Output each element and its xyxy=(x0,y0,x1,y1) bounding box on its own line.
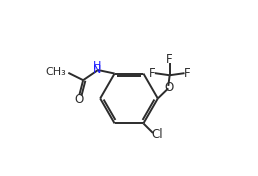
Text: Cl: Cl xyxy=(151,128,163,141)
Text: O: O xyxy=(164,81,174,94)
Text: CH₃: CH₃ xyxy=(46,67,67,77)
Text: F: F xyxy=(184,67,191,80)
Text: O: O xyxy=(75,93,84,106)
Text: F: F xyxy=(148,67,155,80)
Text: F: F xyxy=(166,53,173,66)
Text: H: H xyxy=(93,61,101,71)
Text: N: N xyxy=(93,65,101,75)
